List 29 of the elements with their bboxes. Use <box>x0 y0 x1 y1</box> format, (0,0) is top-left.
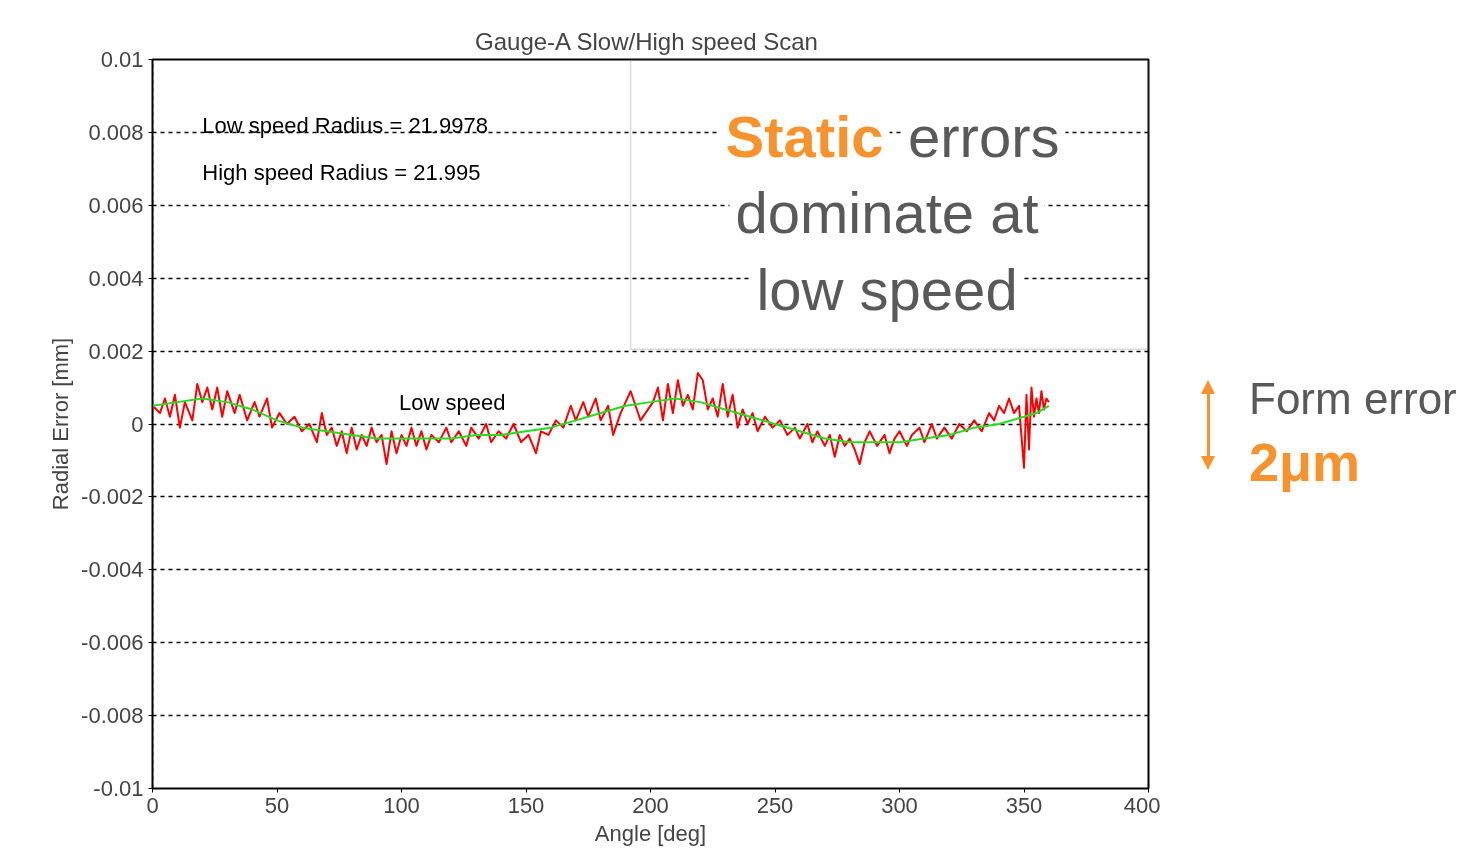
annotation: High speed Radius = 21.995 <box>202 159 481 185</box>
x-tick-label: 350 <box>1005 792 1043 818</box>
text: Form error <box>1249 373 1457 425</box>
x-axis-title: Angle [deg] <box>594 820 707 846</box>
y-tick-label: 0.008 <box>88 119 144 145</box>
y-tick-label: -0.004 <box>81 557 144 583</box>
annotation: Low speed <box>399 389 506 415</box>
text: 2μm <box>1249 431 1361 494</box>
y-tick-label: -0.01 <box>93 776 144 801</box>
annotation: Low speed Radius = 21.9978 <box>202 112 488 138</box>
y-tick-label: -0.006 <box>81 630 144 656</box>
x-tick-label: 300 <box>881 792 918 818</box>
chart-title: Gauge-A Slow/High speed Scan <box>475 27 818 55</box>
y-tick-label: -0.002 <box>81 484 144 510</box>
y-tick-label: 0.002 <box>88 338 144 364</box>
y-tick-label: 0 <box>131 411 144 437</box>
y-tick-label: 0.006 <box>88 192 144 218</box>
y-tick-label: -0.008 <box>81 703 144 729</box>
y-tick-label: 0.004 <box>88 265 144 291</box>
line-series <box>152 371 1050 469</box>
x-tick-label: 100 <box>383 792 420 818</box>
x-tick-label: 200 <box>632 792 669 818</box>
annotation: Static errors dominate at low speed <box>725 103 1060 322</box>
y-axis-title: Radial Error [mm] <box>48 337 74 511</box>
x-tick-label: 150 <box>507 792 545 818</box>
x-tick-label: 400 <box>1123 792 1161 818</box>
y-tick-label: 0.01 <box>100 47 144 72</box>
x-tick-label: 50 <box>264 792 290 818</box>
x-tick-label: 250 <box>756 792 794 818</box>
